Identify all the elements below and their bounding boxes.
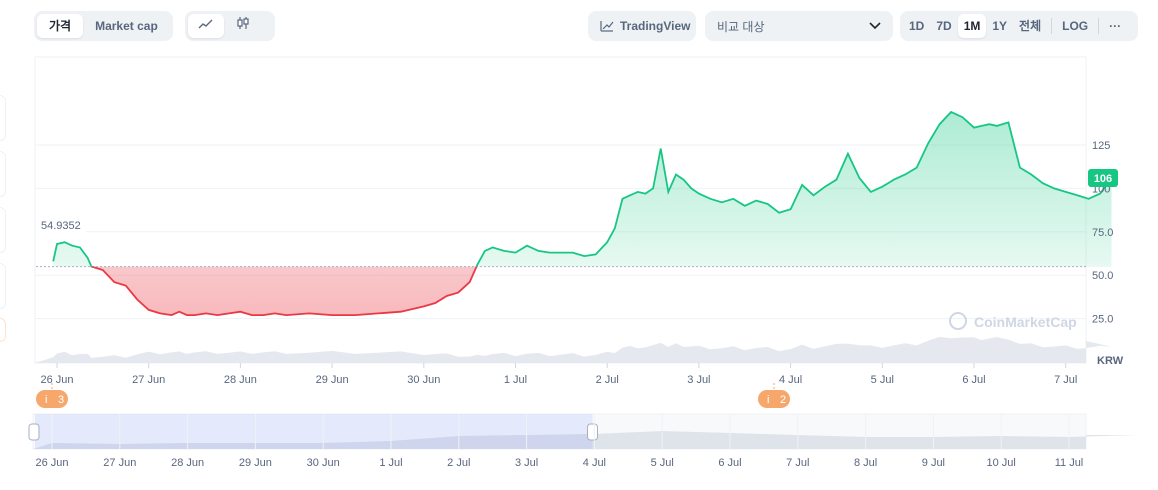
- compare-select[interactable]: 비교 대상: [705, 11, 893, 41]
- x-tick-label: 27 Jun: [132, 374, 165, 386]
- event-count: 3: [58, 394, 64, 406]
- range-1d[interactable]: 1D: [909, 19, 925, 33]
- price-line-up: [52, 110, 1113, 267]
- range-7d[interactable]: 7D: [936, 19, 952, 33]
- x-tick-label: 5 Jul: [871, 374, 894, 386]
- current-price-badge: [1088, 168, 1118, 187]
- info-icon: i: [767, 394, 769, 406]
- navigator-tick-label: 9 Jul: [922, 457, 945, 469]
- range-navigator[interactable]: [28, 413, 1137, 450]
- navigator-tick-label: 8 Jul: [854, 457, 877, 469]
- tab-price[interactable]: 가격: [37, 14, 84, 38]
- volume-area: [35, 336, 1112, 363]
- compare-placeholder: 비교 대상: [717, 19, 765, 34]
- navigator-tick-label: 2 Jul: [447, 457, 470, 469]
- x-tick-label: 1 Jul: [504, 374, 527, 386]
- tradingview-icon: [600, 21, 614, 32]
- candlestick-chart-button[interactable]: [224, 14, 262, 38]
- info-icon: i: [45, 394, 47, 406]
- x-axis: 26 Jun 27 Jun 28 Jun 29 Jun 30 Jun 1 Jul 2 Jul…: [40, 363, 1077, 386]
- x-tick-label: 28 Jun: [224, 374, 257, 386]
- navigator-tick-label: 7 Jul: [786, 457, 809, 469]
- navigator-tick-label: 28 Jun: [171, 457, 204, 469]
- navigator-tick-label: 26 Jun: [35, 457, 68, 469]
- y-tick-label: 25.0: [1092, 314, 1113, 326]
- price-area-up: [53, 112, 1112, 267]
- y-tick-label: 50.0: [1092, 270, 1113, 282]
- y-tick-label: 125: [1092, 140, 1110, 152]
- price-line-down: [90, 266, 478, 317]
- line-chart-icon: [198, 19, 213, 29]
- x-tick-label: 6 Jul: [962, 374, 985, 386]
- watermark: CoinMarketCap: [949, 312, 1077, 330]
- chart-style-toggle: [185, 11, 275, 41]
- divider: [1051, 18, 1053, 34]
- watermark-text: CoinMarketCap: [974, 314, 1077, 330]
- navigator-tick-label: 5 Jul: [651, 457, 674, 469]
- tradingview-label: TradingView: [620, 19, 691, 33]
- line-chart-button[interactable]: [188, 14, 224, 38]
- navigator-tick-label: 11 Jul: [1055, 457, 1084, 469]
- x-tick-label: 26 Jun: [40, 374, 73, 386]
- tradingview-button[interactable]: TradingView: [588, 11, 696, 41]
- candlestick-icon: [237, 17, 249, 29]
- time-range-selector: 1D 7D 1M 1Y 전체 LOG ···: [900, 11, 1138, 41]
- navigator-handle-right: [587, 423, 598, 441]
- range-1y[interactable]: 1Y: [992, 19, 1008, 33]
- navigator-handle-left: [28, 423, 40, 441]
- more-options-button[interactable]: ···: [1109, 19, 1122, 33]
- x-tick-label: 30 Jun: [407, 374, 440, 386]
- navigator-tick-label: 10 Jul: [987, 457, 1016, 469]
- event-marker[interactable]: i 3: [36, 390, 68, 408]
- x-tick-label: 29 Jun: [316, 374, 349, 386]
- divider: [1098, 18, 1100, 34]
- navigator-axis: 26 Jun 27 Jun 28 Jun 29 Jun 30 Jun 1 Jul 2 Jul…: [35, 414, 1083, 469]
- range-all[interactable]: 전체: [1019, 19, 1042, 33]
- log-scale-toggle[interactable]: LOG: [1062, 19, 1089, 33]
- navigator-tick-label: 3 Jul: [515, 457, 538, 469]
- navigator-tick-label: 29 Jun: [239, 457, 272, 469]
- navigator-volume: [33, 431, 1137, 449]
- navigator-tick-label: 27 Jun: [103, 457, 136, 469]
- view-toggle: 가격 Market cap: [34, 11, 173, 41]
- baseline-label-bg: [36, 217, 86, 233]
- event-marker[interactable]: i 2: [758, 390, 790, 408]
- x-tick-label: 7 Jul: [1054, 374, 1077, 386]
- event-count: 2: [780, 394, 786, 406]
- navigator-tick-label: 30 Jun: [307, 457, 340, 469]
- current-price-label: 106: [1094, 173, 1112, 185]
- currency-label: KRW: [1097, 355, 1124, 367]
- x-tick-label: 3 Jul: [687, 374, 710, 386]
- volume-bars: [35, 336, 1112, 363]
- navigator-tick-label: 4 Jul: [583, 457, 606, 469]
- chevron-down-icon: [869, 22, 881, 30]
- range-1m[interactable]: 1M: [957, 14, 987, 38]
- x-tick-label: 4 Jul: [779, 374, 802, 386]
- price-area-down: [53, 266, 1112, 316]
- navigator-tick-label: 1 Jul: [379, 457, 402, 469]
- navigator-selection: [35, 414, 593, 449]
- x-tick-label: 2 Jul: [596, 374, 619, 386]
- tab-market-cap[interactable]: Market cap: [95, 19, 158, 33]
- y-tick-label: 75.0: [1092, 227, 1113, 239]
- baseline-label: 54.9352: [41, 220, 81, 232]
- navigator-tick-label: 6 Jul: [718, 457, 741, 469]
